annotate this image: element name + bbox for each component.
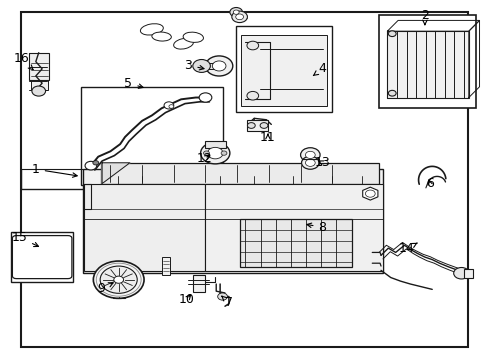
Circle shape bbox=[300, 148, 320, 162]
Circle shape bbox=[233, 10, 239, 14]
Circle shape bbox=[229, 8, 242, 17]
Circle shape bbox=[305, 159, 315, 166]
Circle shape bbox=[246, 41, 258, 50]
Circle shape bbox=[93, 161, 99, 165]
Bar bbox=[161, 257, 170, 275]
Circle shape bbox=[168, 105, 173, 108]
Bar bbox=[386, 31, 468, 98]
Bar bbox=[81, 87, 222, 185]
Bar bbox=[31, 80, 48, 90]
Circle shape bbox=[247, 123, 255, 129]
Bar bbox=[83, 184, 205, 271]
Circle shape bbox=[32, 86, 45, 96]
Circle shape bbox=[163, 102, 173, 109]
Text: 16: 16 bbox=[13, 51, 33, 70]
Bar bbox=[463, 269, 472, 278]
Circle shape bbox=[85, 161, 97, 170]
Bar bbox=[378, 15, 475, 108]
Circle shape bbox=[235, 14, 243, 20]
Text: 1: 1 bbox=[32, 163, 77, 177]
Ellipse shape bbox=[173, 39, 193, 49]
Ellipse shape bbox=[140, 24, 163, 35]
Circle shape bbox=[305, 151, 315, 158]
Bar bbox=[204, 140, 225, 148]
Bar bbox=[82, 169, 383, 273]
Bar bbox=[192, 275, 204, 292]
Ellipse shape bbox=[152, 32, 171, 41]
Circle shape bbox=[217, 293, 227, 300]
FancyBboxPatch shape bbox=[12, 235, 72, 279]
Text: 15: 15 bbox=[11, 231, 39, 247]
Circle shape bbox=[246, 91, 258, 100]
Ellipse shape bbox=[183, 32, 203, 42]
Bar bbox=[101, 163, 378, 184]
Text: 11: 11 bbox=[260, 131, 275, 144]
Circle shape bbox=[231, 11, 247, 23]
Circle shape bbox=[387, 90, 395, 96]
Text: 2: 2 bbox=[420, 9, 428, 25]
Circle shape bbox=[205, 56, 232, 76]
Text: 10: 10 bbox=[179, 293, 195, 306]
Text: 3: 3 bbox=[184, 59, 203, 72]
Circle shape bbox=[93, 261, 144, 298]
Circle shape bbox=[453, 267, 468, 279]
Text: 6: 6 bbox=[425, 177, 433, 190]
Circle shape bbox=[387, 31, 395, 37]
Text: 12: 12 bbox=[196, 152, 212, 165]
Text: 8: 8 bbox=[306, 221, 326, 234]
Text: 4: 4 bbox=[313, 62, 326, 76]
Bar bbox=[11, 232, 73, 282]
Bar bbox=[29, 53, 49, 80]
Bar bbox=[205, 184, 383, 271]
Circle shape bbox=[221, 151, 226, 155]
Circle shape bbox=[203, 151, 209, 155]
Bar bbox=[239, 220, 351, 267]
Text: 13: 13 bbox=[314, 156, 330, 169]
Circle shape bbox=[301, 156, 319, 169]
Circle shape bbox=[365, 190, 374, 197]
Circle shape bbox=[207, 147, 223, 159]
Polygon shape bbox=[102, 163, 130, 184]
Circle shape bbox=[199, 93, 211, 102]
Text: 7: 7 bbox=[222, 296, 232, 309]
Circle shape bbox=[260, 123, 267, 129]
Circle shape bbox=[192, 59, 210, 72]
Bar bbox=[203, 63, 215, 69]
Circle shape bbox=[212, 61, 225, 71]
Circle shape bbox=[200, 142, 229, 164]
Bar bbox=[240, 35, 327, 107]
Text: 9: 9 bbox=[98, 282, 113, 295]
Bar bbox=[246, 120, 267, 131]
Text: 14: 14 bbox=[398, 242, 416, 255]
Circle shape bbox=[100, 266, 137, 293]
Circle shape bbox=[114, 276, 123, 283]
Bar bbox=[235, 26, 331, 112]
Text: 5: 5 bbox=[124, 77, 143, 90]
